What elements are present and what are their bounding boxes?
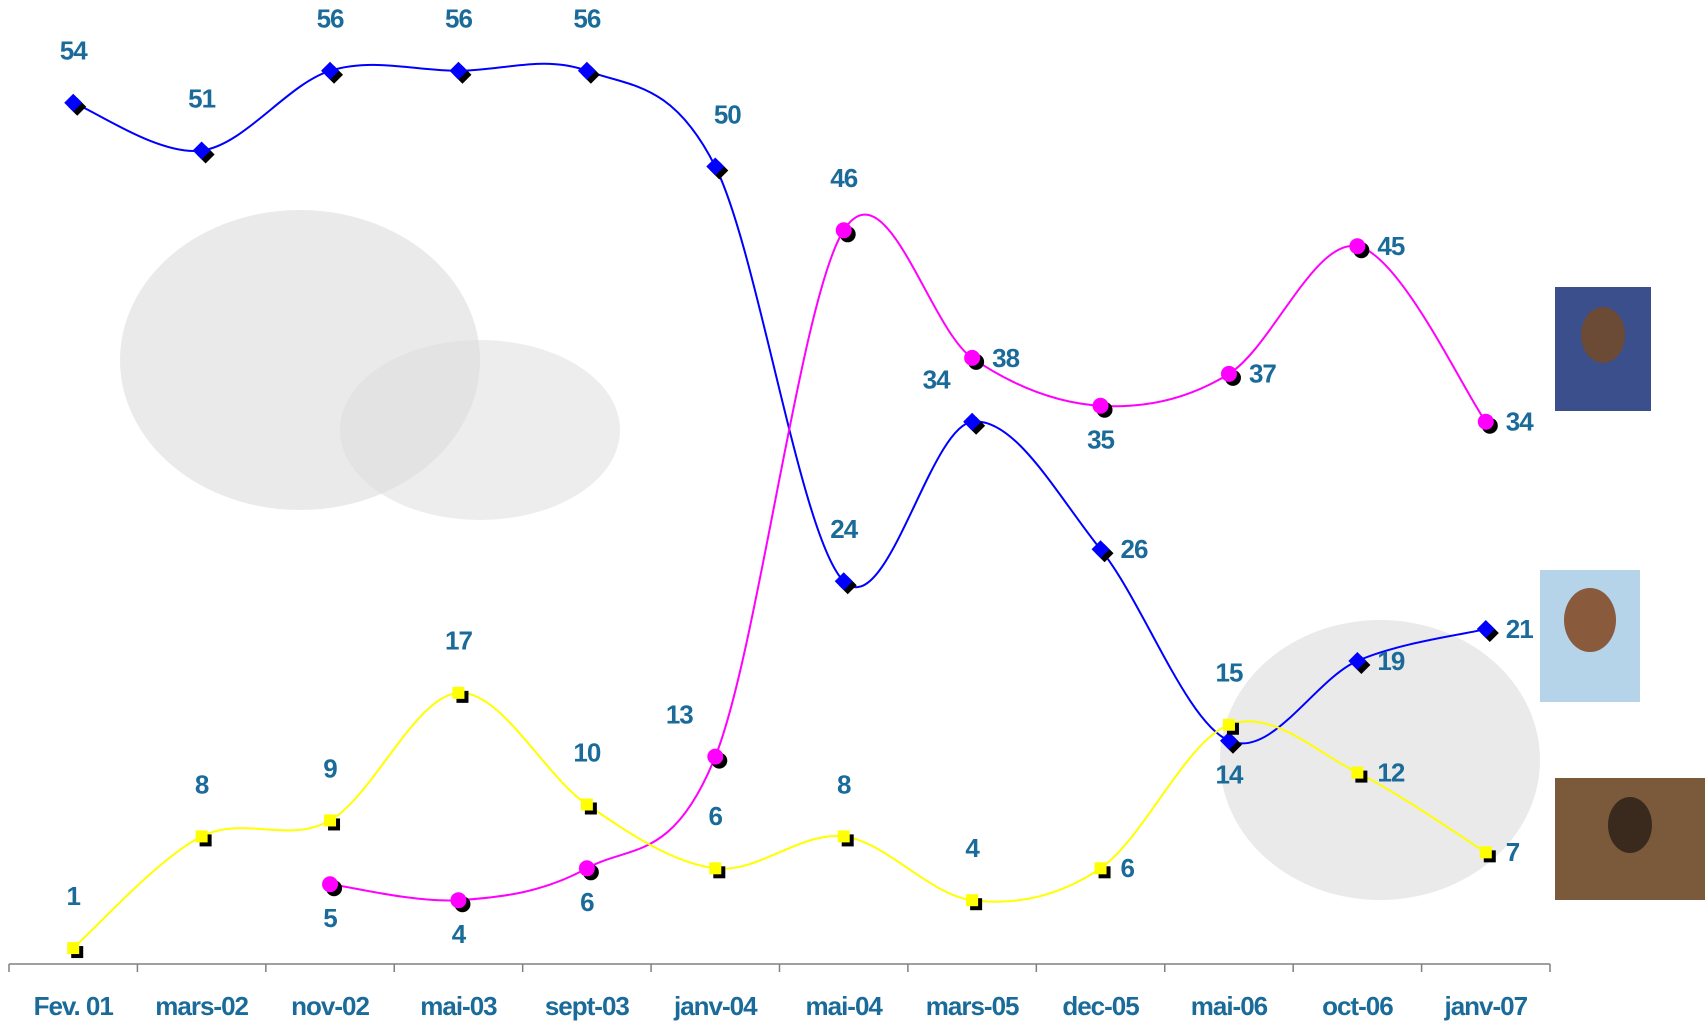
data-label: 4 — [452, 919, 467, 949]
x-tick-label: mars-05 — [926, 991, 1019, 1021]
data-label: 34 — [923, 365, 951, 395]
marker — [324, 814, 337, 827]
marker — [449, 61, 468, 80]
data-label: 21 — [1506, 614, 1533, 644]
marker — [1476, 620, 1495, 639]
data-label: 17 — [445, 626, 472, 656]
marker — [67, 942, 80, 955]
x-tick-label: nov-02 — [291, 991, 369, 1021]
data-label: 37 — [1249, 359, 1276, 389]
x-tick-label: janv-07 — [1443, 991, 1527, 1021]
marker — [322, 876, 339, 893]
data-label: 19 — [1377, 646, 1404, 676]
data-label: 15 — [1215, 658, 1242, 688]
data-label: 56 — [445, 4, 472, 34]
marker — [1091, 540, 1110, 559]
series-line — [329, 213, 1487, 902]
data-label: 10 — [573, 737, 600, 767]
marker — [452, 686, 465, 699]
data-label: 26 — [1121, 534, 1148, 564]
x-tick-label: oct-06 — [1322, 991, 1393, 1021]
data-label: 7 — [1506, 837, 1520, 867]
data-label: 6 — [1121, 853, 1135, 883]
data-label: 46 — [830, 163, 857, 193]
marker — [709, 862, 722, 875]
data-label: 14 — [1215, 760, 1243, 790]
marker — [834, 572, 853, 591]
data-label: 54 — [60, 36, 88, 66]
marker — [706, 157, 725, 176]
marker — [1479, 846, 1492, 859]
marker — [1349, 238, 1366, 255]
marker — [707, 748, 724, 765]
x-tick-label: mai-04 — [806, 991, 884, 1021]
data-label: 56 — [573, 4, 600, 34]
x-tick-label: janv-04 — [673, 991, 758, 1021]
marker — [964, 349, 981, 366]
marker — [192, 141, 211, 160]
marker — [1477, 413, 1494, 430]
data-label: 50 — [714, 99, 741, 129]
marker — [1094, 862, 1107, 875]
data-label: 56 — [317, 4, 344, 34]
data-label: 45 — [1377, 231, 1404, 261]
marker — [1348, 651, 1367, 670]
decoration — [120, 210, 1540, 900]
marker — [321, 61, 340, 80]
marker — [1351, 766, 1364, 779]
data-label: 35 — [1087, 425, 1114, 455]
marker — [64, 93, 83, 112]
data-label: 4 — [965, 833, 980, 863]
data-label: 34 — [1506, 407, 1534, 437]
data-label: 8 — [837, 769, 851, 799]
data-label: 6 — [580, 887, 594, 917]
data-label: 38 — [992, 343, 1019, 373]
x-tick-label: dec-05 — [1062, 991, 1139, 1021]
x-tick-label: Fev. 01 — [34, 991, 114, 1021]
marker — [837, 830, 850, 843]
x-tick-label: sept-03 — [545, 991, 630, 1021]
marker — [1219, 731, 1238, 750]
photos — [1540, 287, 1705, 900]
marker — [577, 61, 596, 80]
x-tick-label: mars-02 — [155, 991, 248, 1021]
x-tick-label: mai-03 — [420, 991, 497, 1021]
data-label: 6 — [709, 801, 723, 831]
marker — [450, 892, 467, 909]
marker — [1092, 397, 1109, 414]
marker — [966, 894, 979, 907]
data-label: 12 — [1377, 757, 1404, 787]
data-label: 13 — [666, 700, 693, 730]
marker — [580, 798, 593, 811]
marker — [1220, 365, 1237, 382]
data-label: 1 — [66, 881, 80, 911]
marker — [1222, 718, 1235, 731]
data-label: 9 — [323, 753, 337, 783]
marker — [195, 830, 208, 843]
marker — [578, 860, 595, 877]
data-label: 8 — [195, 769, 209, 799]
marker — [963, 412, 982, 431]
x-tick-label: mai-06 — [1191, 991, 1268, 1021]
marker — [835, 222, 852, 239]
data-label: 51 — [188, 83, 215, 113]
data-label: 24 — [830, 514, 858, 544]
data-label: 5 — [323, 903, 337, 933]
